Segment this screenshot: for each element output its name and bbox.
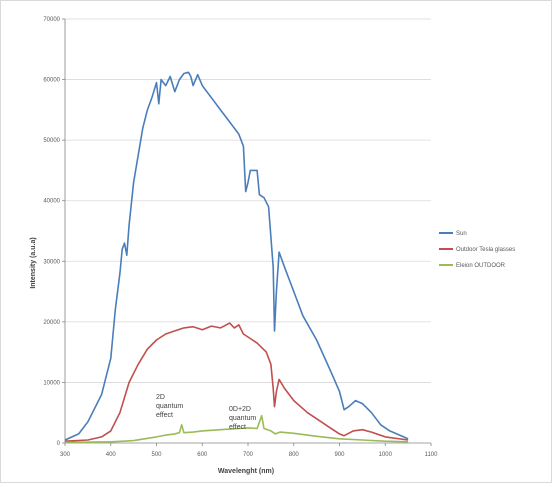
annotations: 2D quantum effect 0D+2D quantum effect — [156, 394, 256, 431]
annotation-text: effect — [156, 412, 173, 419]
legend-label: Sun — [456, 231, 467, 237]
x-tick-labels: 300 400 500 600 700 800 900 1000 1100 — [60, 443, 438, 458]
annotation-text: 2D — [156, 394, 165, 401]
legend-label: Eleion OUTDOOR — [456, 263, 506, 269]
y-tick-labels: 0 10000 20000 30000 40000 50000 60000 70000 — [43, 17, 65, 447]
y-tick-label: 0 — [57, 441, 61, 447]
y-tick-label: 10000 — [43, 380, 60, 386]
x-tick-label: 1000 — [379, 452, 393, 458]
y-tick-label: 20000 — [43, 320, 60, 326]
y-tick-label: 30000 — [43, 259, 60, 265]
series-lines — [64, 71, 409, 444]
x-tick-label: 300 — [60, 452, 71, 458]
x-tick-label: 600 — [197, 452, 208, 458]
x-tick-label: 500 — [151, 452, 162, 458]
grid-lines — [65, 18, 431, 383]
x-tick-label: 1100 — [425, 452, 439, 458]
y-tick-label: 70000 — [43, 17, 60, 23]
legend-label: Outdoor Tesla glasses — [456, 247, 515, 253]
x-tick-label: 800 — [289, 452, 300, 458]
annotation-text: 0D+2D — [229, 406, 251, 413]
x-tick-label: 900 — [334, 452, 345, 458]
x-tick-label: 400 — [106, 452, 117, 458]
y-tick-label: 50000 — [43, 138, 60, 144]
x-tick-label: 700 — [243, 452, 254, 458]
y-tick-label: 40000 — [43, 199, 60, 205]
annotation-text: quantum — [156, 403, 183, 410]
annotation-text: effect — [229, 424, 246, 431]
series-line-2 — [64, 322, 409, 442]
y-axis-title: Intensity (a.u.a) — [30, 237, 37, 288]
axes — [64, 19, 431, 444]
annotation-text: quantum — [229, 415, 256, 422]
series-line-3 — [64, 414, 409, 444]
series-line-1 — [64, 71, 409, 441]
legend: Sun Outdoor Tesla glasses Eleion OUTDOOR — [439, 231, 515, 269]
x-axis-title: Wavelenght (nm) — [218, 468, 274, 475]
y-tick-label: 60000 — [43, 78, 60, 84]
